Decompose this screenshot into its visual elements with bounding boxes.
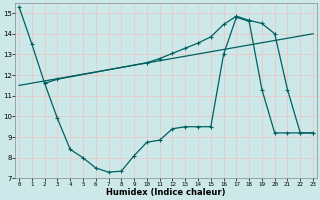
X-axis label: Humidex (Indice chaleur): Humidex (Indice chaleur) — [106, 188, 226, 197]
